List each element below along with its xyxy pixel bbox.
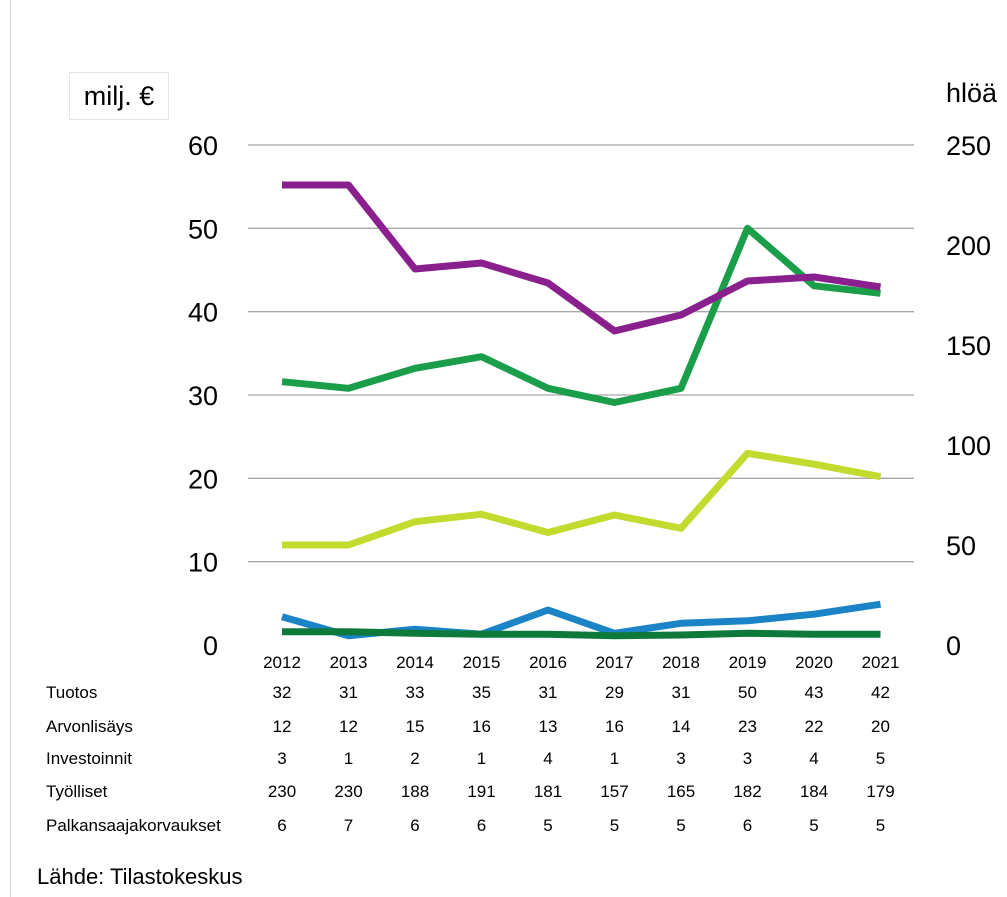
left-axis-tick-label: 50 [188,214,218,244]
x-axis-tick-label: 2012 [263,653,301,672]
left-border-line [10,0,11,897]
x-axis-tick-label: 2018 [662,653,700,672]
table-cell-value: 12 [273,717,292,736]
table-cell-value: 3 [277,749,286,768]
table-row-label: Työlliset [46,782,108,801]
table-cell-value: 13 [539,717,558,736]
table-cell-value: 33 [406,683,425,702]
table-row-label: Tuotos [46,683,97,702]
series-line-palkansaajakorvaukset [282,628,881,640]
table-cell-value: 3 [743,749,752,768]
table-cell-value: 22 [805,717,824,736]
table-cell-value: 157 [600,782,628,801]
table-cell-value: 1 [610,749,619,768]
x-axis-tick-label: 2014 [396,653,434,672]
table-cell-value: 35 [472,683,491,702]
table-cell-value: 31 [539,683,558,702]
table-cell-value: 5 [676,816,685,835]
series-line-arvonlisäys [282,449,882,549]
table-cell-value: 3 [676,749,685,768]
x-axis-tick-label: 2021 [862,653,900,672]
table-cell-value: 179 [866,782,894,801]
table-cell-value: 230 [334,782,362,801]
right-axis-tick-label: 0 [946,631,961,661]
table-cell-value: 4 [543,749,552,768]
source-note: Lähde: Tilastokeskus [37,864,243,889]
table-row-label: Investoinnit [46,749,132,768]
table-cell-value: 50 [738,683,757,702]
table-row-label: Arvonlisäys [46,717,133,736]
table-cell-value: 16 [605,717,624,736]
right-axis-tick-label: 200 [946,231,991,261]
table-cell-value: 14 [672,717,691,736]
table-cell-value: 4 [809,749,818,768]
left-axis-tick-label: 40 [188,298,218,328]
series-line-työlliset [282,181,882,335]
table-cell-value: 181 [534,782,562,801]
right-axis-tick-label: 100 [946,431,991,461]
table-cell-value: 5 [876,816,885,835]
table-cell-value: 1 [344,749,353,768]
series-line-tuotos [281,224,881,406]
right-axis-tick-label: 150 [946,331,991,361]
x-axis-tick-label: 2017 [596,653,634,672]
x-axis-tick-label: 2020 [795,653,833,672]
left-axis-tick-label: 30 [188,381,218,411]
x-axis-tick-label: 2019 [729,653,767,672]
table-cell-value: 43 [805,683,824,702]
table-cell-value: 31 [339,683,358,702]
table-cell-value: 16 [472,717,491,736]
table-cell-value: 191 [467,782,495,801]
table-cell-value: 5 [809,816,818,835]
x-axis-tick-label: 2015 [463,653,501,672]
table-cell-value: 5 [610,816,619,835]
table-cell-value: 188 [401,782,429,801]
left-axis-tick-label: 20 [188,464,218,494]
table-row-label: Palkansaajakorvaukset [46,816,221,835]
table-cell-value: 5 [543,816,552,835]
table-cell-value: 5 [876,749,885,768]
table-cell-value: 15 [406,717,425,736]
right-axis-tick-label: 250 [946,131,991,161]
table-cell-value: 182 [733,782,761,801]
table-cell-value: 2 [410,749,419,768]
table-cell-value: 20 [871,717,890,736]
table-cell-value: 29 [605,683,624,702]
left-axis-tick-label: 10 [188,548,218,578]
table-cell-value: 32 [273,683,292,702]
table-cell-value: 7 [344,816,353,835]
x-axis-tick-label: 2016 [529,653,567,672]
left-axis-unit-label: milj. € [69,72,169,120]
table-cell-value: 12 [339,717,358,736]
right-axis-tick-label: 50 [946,531,976,561]
table-cell-value: 23 [738,717,757,736]
table-cell-value: 6 [743,816,752,835]
table-cell-value: 184 [800,782,828,801]
table-cell-value: 1 [477,749,486,768]
table-cell-value: 165 [667,782,695,801]
table-cell-value: 6 [410,816,419,835]
x-axis-tick-label: 2013 [330,653,368,672]
left-axis-tick-label: 0 [203,631,218,661]
table-cell-value: 42 [871,683,890,702]
table-cell-value: 31 [672,683,691,702]
left-axis-tick-label: 60 [188,131,218,161]
table-cell-value: 230 [268,782,296,801]
right-axis-unit-label: hlöä [946,78,998,108]
table-cell-value: 6 [277,816,286,835]
table-cell-value: 6 [477,816,486,835]
